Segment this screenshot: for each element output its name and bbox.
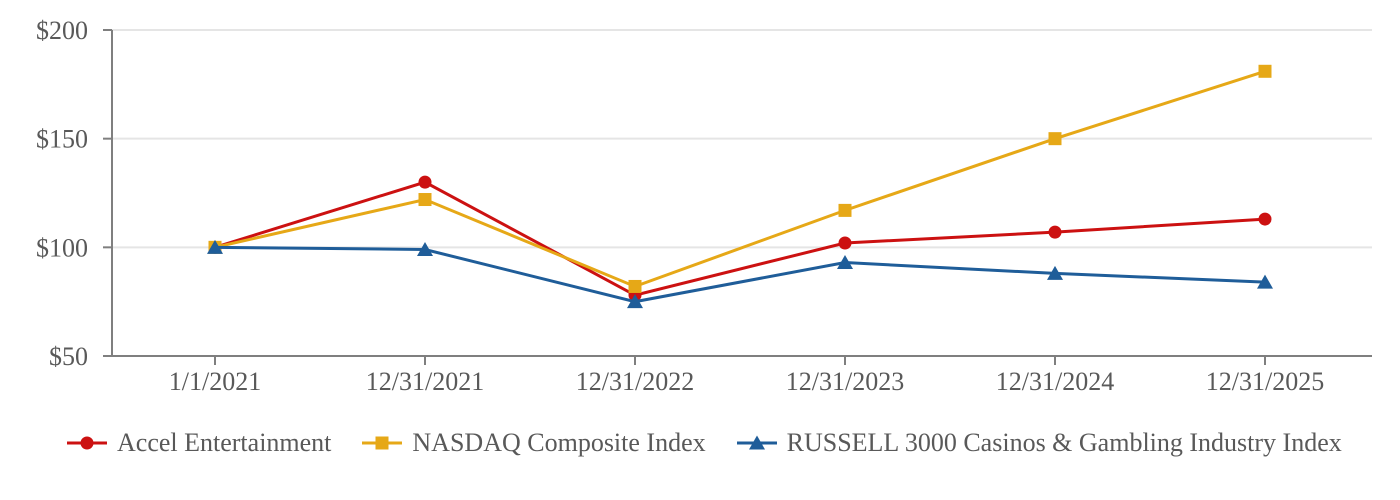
series-line-nasdaq-composite-index — [214, 69, 1266, 289]
data-point-nasdaq-composite-index-3 — [838, 203, 852, 217]
legend-label-russell-3000: RUSSELL 3000 Casinos & Gambling Industry… — [786, 428, 1342, 457]
legend-item-accel-entertainment: Accel Entertainment — [66, 428, 331, 458]
y-axis-tick-label: $50 — [49, 342, 88, 371]
legend-marker-triangle — [748, 435, 765, 450]
data-point-russell-3000-casinos-gambling-industry-index-3 — [837, 255, 853, 270]
data-point-russell-3000-casinos-gambling-industry-index-2 — [627, 294, 643, 309]
legend-item-nasdaq-composite: NASDAQ Composite Index — [361, 428, 706, 458]
data-point-russell-3000-casinos-gambling-industry-index-5 — [1257, 274, 1273, 289]
chart-legend: Accel Entertainment NASDAQ Composite Ind… — [66, 428, 1400, 458]
x-axis-tick-label: 1/1/2021 — [169, 367, 261, 396]
x-axis-tick-label: 12/31/2025 — [1206, 367, 1324, 396]
y-axis-tick-label: $200 — [36, 16, 88, 45]
data-point-accel-entertainment-1 — [418, 175, 432, 189]
data-point-russell-3000-casinos-gambling-industry-index-4 — [1047, 265, 1063, 280]
series-line-russell-3000-casinos-gambling-industry-index — [214, 245, 1266, 304]
data-point-nasdaq-composite-index-5 — [1258, 64, 1272, 78]
data-point-accel-entertainment-4 — [1048, 225, 1062, 239]
data-point-accel-entertainment-3 — [838, 236, 852, 250]
y-axis-tick-label: $100 — [36, 233, 88, 262]
data-point-nasdaq-composite-index-4 — [1048, 132, 1062, 146]
legend-label-accel-entertainment: Accel Entertainment — [117, 428, 332, 457]
legend-marker-circle — [80, 436, 94, 450]
x-axis-tick-label: 12/31/2023 — [786, 367, 904, 396]
x-axis-tick-label: 12/31/2022 — [576, 367, 694, 396]
legend-item-russell-3000: RUSSELL 3000 Casinos & Gambling Industry… — [736, 428, 1342, 458]
legend-triangle-marker-icon — [736, 435, 777, 450]
data-point-russell-3000-casinos-gambling-industry-index-0 — [207, 239, 223, 254]
x-axis-tick-label: 12/31/2024 — [996, 367, 1114, 396]
legend-square-marker-icon — [362, 436, 403, 450]
data-point-nasdaq-composite-index-2 — [628, 279, 642, 293]
y-axis-tick-label: $150 — [36, 125, 88, 154]
data-point-accel-entertainment-5 — [1258, 212, 1272, 226]
series-russell-3000-casinos-gambling-industry-index — [207, 239, 1273, 309]
series-nasdaq-composite-index — [208, 64, 1272, 293]
performance-line-chart-canvas: $200 $150 $100 $50 1/1/2021 12/31/2021 12/31/2… — [36, 16, 1372, 396]
data-point-russell-3000-casinos-gambling-industry-index-1 — [417, 242, 433, 257]
x-axis-tick-label: 12/31/2021 — [366, 367, 484, 396]
legend-circle-marker-icon — [67, 436, 107, 450]
legend-marker-square — [375, 436, 389, 450]
data-point-nasdaq-composite-index-1 — [418, 193, 432, 207]
series-line-accel-entertainment — [214, 180, 1266, 297]
legend-label-nasdaq-composite: NASDAQ Composite Index — [412, 428, 706, 457]
